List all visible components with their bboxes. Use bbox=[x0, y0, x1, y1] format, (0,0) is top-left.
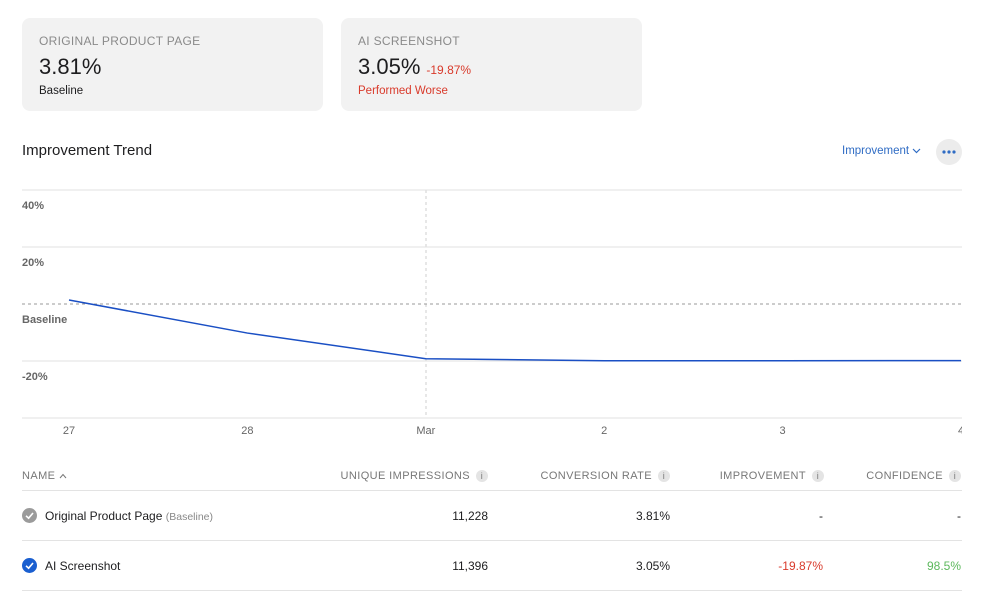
variant-name: AI Screenshot bbox=[45, 559, 121, 573]
chart: 40% 20% Baseline -20% 27 28 Mar 2 3 4 bbox=[22, 189, 962, 437]
header-impressions: UNIQUE IMPRESSIONS i bbox=[340, 470, 488, 483]
x-tick-label: 3 bbox=[780, 425, 786, 437]
card-value: 3.81% bbox=[39, 54, 102, 79]
x-tick-label: Mar bbox=[416, 425, 435, 437]
y-tick-label: 20% bbox=[22, 257, 44, 269]
header-confidence: CONFIDENCE i bbox=[866, 470, 961, 483]
y-tick-label: -20% bbox=[22, 371, 48, 383]
more-icon bbox=[942, 150, 956, 154]
row-separator bbox=[22, 490, 962, 491]
card-label: AI SCREENSHOT bbox=[358, 34, 460, 48]
improvement: -19.87% bbox=[778, 559, 823, 573]
conversion-rate: 3.81% bbox=[635, 509, 670, 523]
impressions: 11,396 bbox=[452, 559, 488, 573]
card-note: Performed Worse bbox=[358, 85, 448, 97]
check-icon[interactable] bbox=[22, 508, 37, 523]
variant-tag: (Baseline) bbox=[165, 511, 214, 523]
header-label: CONFIDENCE bbox=[866, 470, 943, 482]
header-label: IMPROVEMENT bbox=[719, 470, 806, 482]
x-tick-label: 2 bbox=[601, 425, 607, 437]
info-icon[interactable]: i bbox=[476, 470, 488, 483]
x-tick-label: 28 bbox=[241, 425, 253, 437]
y-tick-label: Baseline bbox=[22, 314, 67, 326]
header-label: CONVERSION RATE bbox=[540, 470, 652, 482]
impressions: 11,228 bbox=[452, 509, 488, 523]
card-value-wrap: 3.05% -19.87% bbox=[358, 54, 471, 80]
row-separator bbox=[22, 540, 962, 541]
sort-icon bbox=[59, 473, 67, 479]
improvement: - bbox=[819, 509, 823, 523]
check-icon[interactable] bbox=[22, 558, 37, 573]
header-name[interactable]: NAME bbox=[22, 470, 67, 482]
info-icon[interactable]: i bbox=[658, 470, 670, 483]
x-tick-label: 4 bbox=[958, 425, 962, 437]
card-note: Baseline bbox=[39, 85, 84, 97]
variant-card: AI SCREENSHOT 3.05% -19.87% Performed Wor… bbox=[341, 18, 642, 111]
conversion-rate: 3.05% bbox=[635, 559, 670, 573]
trend-line bbox=[68, 299, 962, 362]
header-label: UNIQUE IMPRESSIONS bbox=[340, 470, 470, 482]
metric-label[interactable]: Improvement bbox=[842, 145, 910, 157]
row-name: Original Product Page (Baseline) bbox=[45, 509, 213, 523]
row-separator bbox=[22, 590, 962, 591]
confidence: - bbox=[957, 509, 961, 523]
confidence: 98.5% bbox=[926, 559, 961, 573]
x-tick-label: 27 bbox=[63, 425, 75, 437]
baseline-card: ORIGINAL PRODUCT PAGE 3.81% Baseline bbox=[22, 18, 323, 111]
metric-dropdown[interactable]: Improvement bbox=[842, 145, 921, 157]
card-change: -19.87% bbox=[426, 63, 472, 77]
header-conversion: CONVERSION RATE i bbox=[540, 470, 670, 483]
y-tick-label: 40% bbox=[22, 200, 44, 212]
variant-name: Original Product Page bbox=[45, 509, 163, 523]
chevron bbox=[912, 148, 921, 154]
card-label: ORIGINAL PRODUCT PAGE bbox=[39, 34, 201, 48]
card-value: 3.05% bbox=[358, 54, 421, 79]
header-label[interactable]: NAME bbox=[22, 470, 56, 482]
header-improvement: IMPROVEMENT i bbox=[719, 470, 824, 483]
more-button[interactable] bbox=[936, 139, 962, 165]
info-icon[interactable]: i bbox=[949, 470, 961, 483]
chart-title: Improvement Trend bbox=[22, 142, 153, 159]
info-icon[interactable]: i bbox=[812, 470, 824, 483]
